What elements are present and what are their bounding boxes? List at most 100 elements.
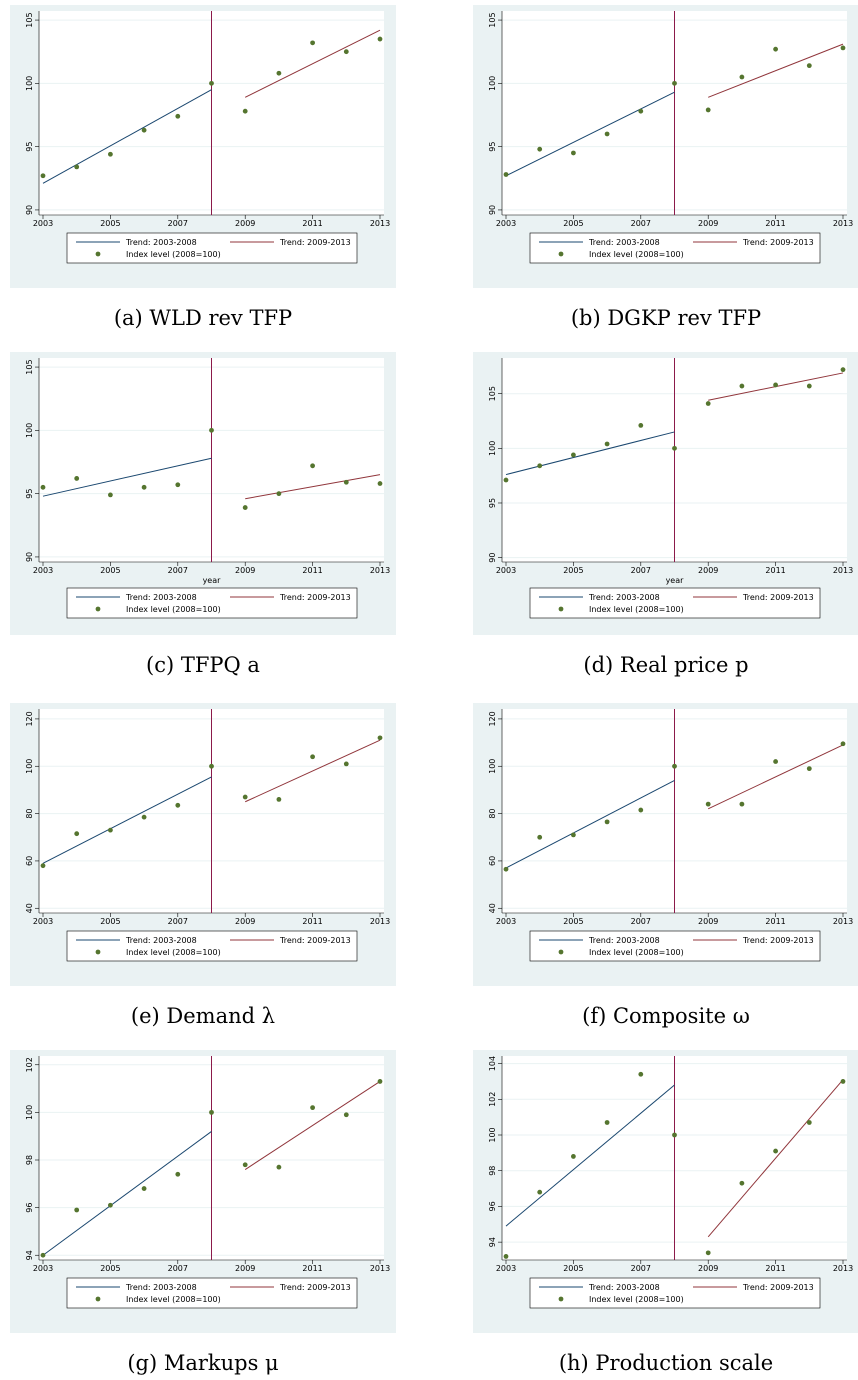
- x-tick-label: 2003: [33, 1264, 53, 1273]
- x-tick-label: 2005: [100, 917, 120, 926]
- panel: 94 96 98 100 102 2003 2005 2007 2009 2011 2013 Tren…: [10, 1050, 396, 1375]
- data-point: [108, 492, 113, 498]
- data-point: [377, 735, 383, 741]
- caption: (e) Demand λ: [131, 1004, 275, 1028]
- data-point: [276, 70, 282, 76]
- data-point: [310, 1105, 315, 1111]
- x-tick-label: 2009: [235, 219, 255, 228]
- legend-label: Trend: 2003-2008: [588, 1283, 660, 1292]
- data-point: [310, 754, 315, 760]
- data-point: [108, 151, 113, 157]
- legend-swatch: [95, 1296, 101, 1302]
- legend-label: Index level (2008=100): [589, 1295, 684, 1304]
- trend-line: [244, 1081, 381, 1170]
- data-point: [40, 863, 46, 869]
- data-point: [773, 382, 778, 388]
- data-point: [739, 801, 745, 807]
- legend-label: Trend: 2003-2008: [125, 593, 197, 602]
- x-tick-label: 2011: [765, 1264, 785, 1273]
- x-tick-label: 2003: [496, 566, 516, 575]
- data-point: [604, 1120, 610, 1125]
- y-tick-label: 100: [488, 76, 497, 91]
- trend-line: [245, 474, 381, 500]
- data-point: [141, 814, 147, 820]
- y-tick-label: 105: [488, 12, 497, 27]
- data-point: [604, 819, 610, 825]
- data-point: [537, 146, 543, 152]
- y-tick-label: 100: [488, 759, 497, 774]
- x-tick-label: 2009: [235, 917, 255, 926]
- data-point: [705, 107, 711, 113]
- panel: 40 60 80 100 120 2003 2005 2007 2009 2011 2013 Tren…: [473, 703, 858, 1028]
- x-tick-label: 2005: [563, 1264, 583, 1273]
- y-tick-label: 102: [488, 1092, 497, 1107]
- data-point: [377, 36, 383, 42]
- data-point: [175, 482, 181, 488]
- legend-label: Trend: 2009-2013: [279, 593, 351, 602]
- data-point: [74, 1207, 80, 1213]
- legend-label: Index level (2008=100): [126, 1295, 221, 1304]
- data-point: [209, 1109, 214, 1115]
- y-tick-label: 90: [25, 552, 34, 562]
- x-tick-label: 2005: [563, 917, 583, 926]
- data-point: [40, 484, 46, 490]
- data-point: [773, 46, 778, 52]
- data-point: [209, 80, 214, 86]
- data-point: [806, 383, 812, 389]
- data-point: [604, 441, 610, 447]
- data-point: [141, 1186, 147, 1191]
- x-tick-label: 2013: [370, 219, 390, 228]
- data-point: [571, 150, 576, 156]
- x-tick-label: 2013: [833, 917, 853, 926]
- x-tick-label: 2007: [631, 1264, 651, 1273]
- y-tick-label: 100: [25, 423, 34, 438]
- data-point: [276, 796, 282, 802]
- data-point: [377, 481, 383, 486]
- trend-line: [707, 1079, 844, 1238]
- y-tick-label: 95: [488, 142, 497, 152]
- x-tick-label: 2011: [302, 917, 322, 926]
- y-tick-label: 105: [25, 12, 34, 27]
- x-tick-label: 2003: [496, 917, 516, 926]
- legend-label: Trend: 2003-2008: [588, 238, 660, 247]
- data-point: [343, 49, 349, 55]
- data-point: [537, 834, 543, 840]
- x-axis-label: year: [666, 576, 685, 585]
- legend-label: Index level (2008=100): [126, 605, 221, 614]
- trend-line: [42, 1131, 212, 1256]
- data-point: [503, 1254, 509, 1259]
- legend-box: [529, 1277, 821, 1309]
- panel: 90 95 100 105 2003 2005 2007 2009 2011 2013 Trend:…: [10, 5, 396, 330]
- x-tick-label: 2013: [833, 219, 853, 228]
- legend-box: [529, 232, 821, 264]
- trend-line: [42, 457, 212, 497]
- x-tick-label: 2003: [33, 219, 53, 228]
- data-point: [310, 463, 315, 469]
- data-point: [40, 1252, 46, 1258]
- x-tick-label: 2003: [496, 1264, 516, 1273]
- y-tick-label: 95: [25, 489, 34, 499]
- y-tick-label: 100: [488, 441, 497, 456]
- data-point: [806, 766, 812, 772]
- data-point: [175, 1171, 181, 1177]
- legend-swatch: [95, 251, 101, 257]
- data-point: [638, 108, 644, 114]
- x-tick-label: 2005: [100, 219, 120, 228]
- y-tick-label: 100: [25, 759, 34, 774]
- y-tick-label: 104: [488, 1056, 497, 1071]
- x-tick-label: 2009: [698, 566, 718, 575]
- legend-label: Trend: 2003-2008: [588, 593, 660, 602]
- data-point: [739, 74, 745, 80]
- x-tick-label: 2007: [168, 917, 188, 926]
- data-point: [74, 476, 80, 481]
- data-point: [343, 1112, 349, 1118]
- x-tick-label: 2003: [33, 566, 53, 575]
- data-point: [175, 113, 181, 119]
- x-tick-label: 2009: [698, 917, 718, 926]
- data-point: [638, 807, 644, 813]
- trend-line: [505, 780, 675, 869]
- y-tick-label: 40: [25, 903, 34, 913]
- data-point: [108, 1202, 113, 1208]
- caption: (h) Production scale: [559, 1351, 773, 1375]
